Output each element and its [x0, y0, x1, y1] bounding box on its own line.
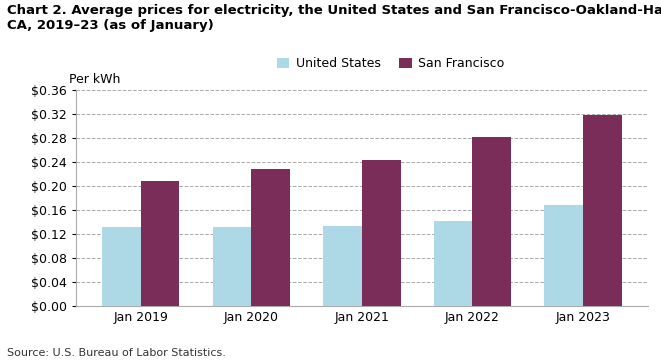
Text: Per kWh: Per kWh — [69, 73, 121, 86]
Bar — [141, 181, 179, 306]
Bar — [362, 159, 401, 306]
Bar — [545, 205, 583, 306]
Bar — [213, 227, 251, 306]
Bar — [102, 227, 141, 306]
Legend: United States, San Francisco: United States, San Francisco — [277, 57, 504, 70]
Bar — [323, 226, 362, 306]
Bar — [251, 169, 290, 306]
Text: Chart 2. Average prices for electricity, the United States and San Francisco-Oak: Chart 2. Average prices for electricity,… — [7, 4, 661, 32]
Bar — [434, 221, 473, 306]
Bar — [583, 115, 622, 306]
Bar — [473, 137, 511, 306]
Text: Source: U.S. Bureau of Labor Statistics.: Source: U.S. Bureau of Labor Statistics. — [7, 348, 225, 358]
